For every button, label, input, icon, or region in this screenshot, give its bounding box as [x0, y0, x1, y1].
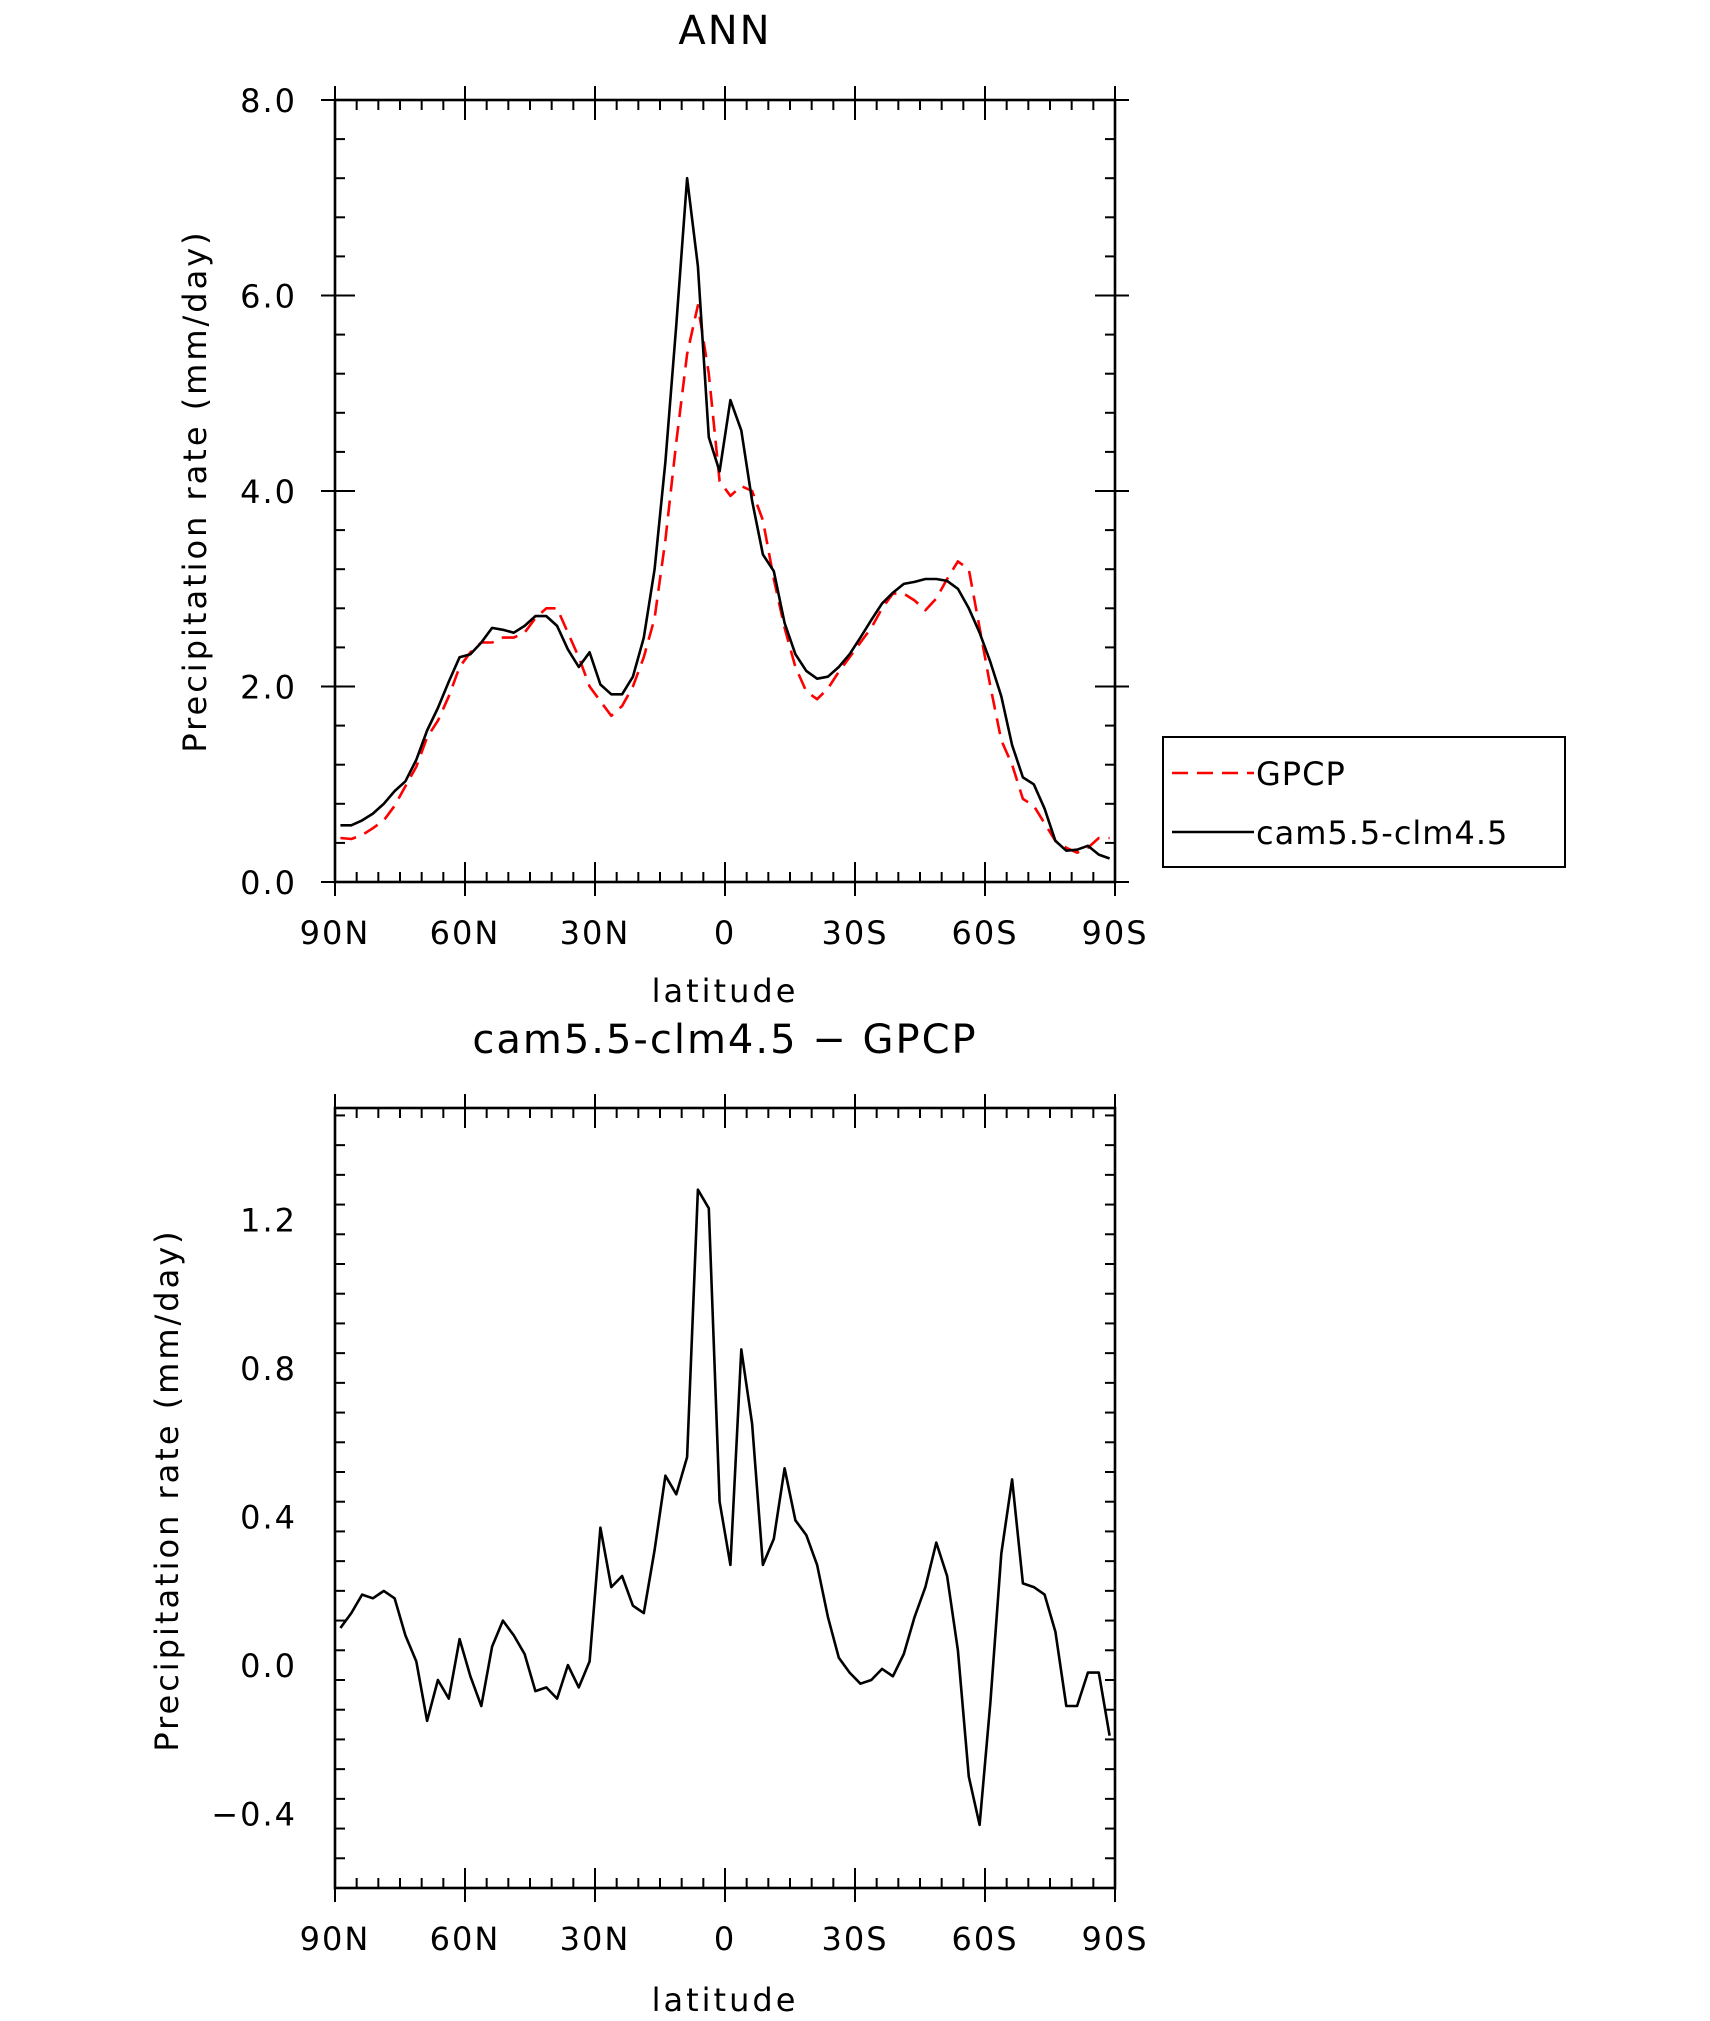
x-tick-label: 0 [714, 914, 736, 952]
y-tick-label: 6.0 [240, 278, 297, 316]
y-tick-label: −0.4 [211, 1796, 297, 1834]
y-tick-label: 0.8 [240, 1350, 297, 1388]
y-tick-label: 0.0 [240, 1647, 297, 1685]
legend-model-label: cam5.5-clm4.5 [1256, 814, 1508, 852]
bottom-chart-panel: cam5.5-clm4.5 − GPCP 90N 60N 30N 0 30S 60S 90S… [148, 1017, 1148, 2019]
y-tick-label: 0.4 [240, 1499, 297, 1537]
x-tick-label: 30S [821, 1920, 888, 1958]
legend: GPCP cam5.5-clm4.5 [1162, 736, 1566, 868]
x-tick-label: 30N [560, 1920, 631, 1958]
legend-box [1162, 736, 1566, 868]
bottom-chart-title: cam5.5-clm4.5 − GPCP [472, 1017, 977, 1063]
top-chart-y-axis-label: Precipitation rate (mm/day) [176, 229, 214, 752]
y-tick-label: 2.0 [240, 669, 297, 707]
legend-gpcp-label: GPCP [1256, 755, 1346, 793]
y-tick-label: 8.0 [240, 82, 297, 120]
x-tick-label: 60N [430, 914, 501, 952]
x-tick-label: 90N [300, 1920, 371, 1958]
top-chart-x-axis-label: latitude [652, 972, 799, 1010]
x-tick-label: 60N [430, 1920, 501, 1958]
y-tick-label: 0.0 [240, 864, 297, 902]
top-chart-series [340, 176, 1111, 860]
bottom-chart-series [339, 1188, 1111, 1827]
top-chart-ticks: 90N 60N 30N 0 30S 60S 90S 0.0 2.0 4.0 6.0 8.0 [240, 82, 1148, 952]
top-chart-plot-frame [333, 98, 1117, 884]
series-line-cam5-5-clm4-5-gpcp [339, 1188, 1111, 1827]
x-tick-label: 90N [300, 914, 371, 952]
bottom-chart-plot-frame [333, 1106, 1117, 1890]
series-line-gpcp [340, 303, 1110, 855]
x-tick-label: 0 [714, 1920, 736, 1958]
bottom-chart-ticks: 90N 60N 30N 0 30S 60S 90S −0.4 0.0 0.4 0.8 1.2 [211, 1094, 1148, 1958]
y-tick-label: 1.2 [240, 1201, 297, 1239]
x-tick-label: 90S [1081, 1920, 1148, 1958]
bottom-chart-y-axis-label: Precipitation rate (mm/day) [148, 1228, 186, 1751]
x-tick-label: 30S [821, 914, 888, 952]
x-tick-label: 30N [560, 914, 631, 952]
x-tick-label: 60S [951, 914, 1018, 952]
x-tick-label: 90S [1081, 914, 1148, 952]
y-tick-label: 4.0 [240, 473, 297, 511]
top-chart-title: ANN [678, 8, 771, 54]
bottom-chart-x-axis-label: latitude [652, 1981, 799, 2019]
top-chart-panel: ANN 90N 60N 30N 0 30S 60S 90S 0.0 2.0 4.0 6.0 8.0 l… [176, 8, 1566, 1010]
x-tick-label: 60S [951, 1920, 1018, 1958]
series-line-cam5-5-clm4-5 [340, 176, 1111, 860]
